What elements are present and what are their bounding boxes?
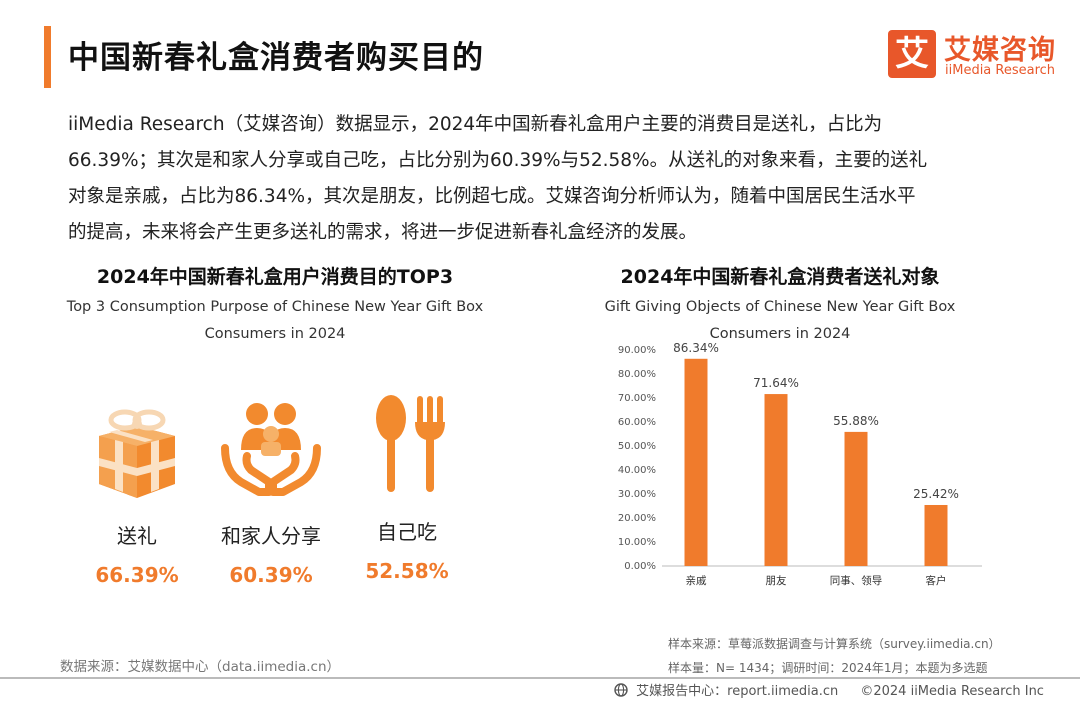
- chart-subtitle-line: Consumers in 2024: [709, 326, 851, 342]
- intro-line: 对象是亲戚，占比为86.34%，其次是朋友，比例超七成。艾媒咨询分析师认为，随着…: [68, 186, 916, 207]
- chart-subtitle-line: Gift Giving Objects of Chinese New Year …: [604, 299, 956, 315]
- gift-object-bar-chart: 0.00% 10.00% 20.00% 30.00% 40.00% 50.00% 60.00…: [618, 341, 982, 587]
- y-tick-label: 80.00%: [618, 369, 656, 380]
- left-panel-title: 2024年中国新春礼盒用户消费目的TOP3: [96, 266, 454, 288]
- purpose-item-self: 自己吃 52.58%: [342, 392, 472, 583]
- bar: [764, 394, 788, 566]
- purpose-label: 自己吃: [377, 520, 437, 544]
- footer: 艾媒报告中心：report.iimedia.cn ©2024 iiMedia R…: [614, 680, 1044, 701]
- intro-line: 66.39%；其次是和家人分享或自己吃，占比分别为60.39%与52.58%。从…: [68, 150, 928, 171]
- data-source: 数据来源：艾媒数据中心（data.iimedia.cn）: [60, 659, 341, 675]
- x-category-label: 亲戚: [686, 574, 707, 587]
- gift-box-icon: [99, 409, 175, 498]
- sample-source: 样本来源：草莓派数据调查与计算系统（survey.iimedia.cn）: [668, 637, 1001, 651]
- family-hands-icon: [221, 403, 321, 496]
- title-accent-bar: [44, 26, 51, 88]
- globe-icon: [614, 682, 628, 701]
- chart-title: 2024年中国新春礼盒消费者送礼对象: [620, 266, 940, 288]
- copyright: ©2024 iiMedia Research Inc: [860, 684, 1044, 699]
- y-tick-label: 0.00%: [624, 561, 656, 572]
- purpose-item-gift: 送礼 66.39%: [72, 398, 202, 587]
- bar-value-label: 25.42%: [913, 487, 959, 501]
- y-tick-label: 40.00%: [618, 465, 656, 476]
- x-category-label: 客户: [926, 574, 947, 587]
- y-tick-label: 30.00%: [618, 489, 656, 500]
- bar-value-label: 86.34%: [673, 341, 719, 355]
- brand-logo: 艾 艾媒咨询 iiMedia Research: [888, 30, 1060, 82]
- purpose-label: 送礼: [117, 524, 157, 548]
- spoon-fork-icon: [376, 395, 445, 492]
- y-tick-label: 20.00%: [618, 513, 656, 524]
- left-panel-subtitle: Top 3 Consumption Purpose of Chinese New…: [60, 294, 490, 348]
- purpose-value: 52.58%: [365, 559, 449, 583]
- y-tick-label: 70.00%: [618, 393, 656, 404]
- purpose-item-family: 和家人分享 60.39%: [206, 398, 336, 587]
- page-title: 中国新春礼盒消费者购买目的: [68, 40, 484, 76]
- logo-mark: 艾: [888, 30, 936, 78]
- intro-paragraph: iiMedia Research（艾媒咨询）数据显示，2024年中国新春礼盒用户…: [68, 107, 1018, 251]
- sample-size: 样本量：N= 1434；调研时间：2024年1月；本题为多选题: [668, 661, 988, 675]
- report-center-link[interactable]: 艾媒报告中心：report.iimedia.cn: [636, 684, 839, 699]
- intro-line: 的提高，未来将会产生更多送礼的需求，将进一步促进新春礼盒经济的发展。: [68, 222, 698, 243]
- consumption-purpose-panel: 2024年中国新春礼盒用户消费目的TOP3 Top 3 Consumption …: [60, 262, 490, 348]
- y-tick-label: 10.00%: [618, 537, 656, 548]
- x-category-label: 同事、领导: [830, 574, 883, 587]
- left-subtitle-line: Consumers in 2024: [204, 326, 346, 342]
- purpose-label: 和家人分享: [221, 524, 321, 548]
- purpose-value: 60.39%: [229, 563, 313, 587]
- bar-value-label: 55.88%: [833, 414, 879, 428]
- x-category-label: 朋友: [766, 574, 787, 587]
- bar-value-label: 71.64%: [753, 376, 799, 390]
- y-tick-label: 50.00%: [618, 441, 656, 452]
- logo-cn-text: 艾媒咨询: [944, 35, 1056, 66]
- bar: [844, 431, 868, 566]
- y-tick-label: 60.00%: [618, 417, 656, 428]
- bar: [684, 358, 708, 566]
- left-subtitle-line: Top 3 Consumption Purpose of Chinese New…: [66, 299, 484, 315]
- logo-en-text: iiMedia Research: [945, 63, 1056, 78]
- sample-info: 样本来源：草莓派数据调查与计算系统（survey.iimedia.cn） 样本量…: [668, 632, 1001, 680]
- bar: [924, 504, 948, 566]
- footer-divider: [0, 677, 1080, 679]
- y-tick-label: 90.00%: [618, 345, 656, 356]
- intro-line: iiMedia Research（艾媒咨询）数据显示，2024年中国新春礼盒用户…: [68, 114, 883, 135]
- gift-object-panel: 2024年中国新春礼盒消费者送礼对象 Gift Giving Objects o…: [590, 262, 970, 348]
- purpose-value: 66.39%: [95, 563, 179, 587]
- chart-subtitle: Gift Giving Objects of Chinese New Year …: [590, 294, 970, 348]
